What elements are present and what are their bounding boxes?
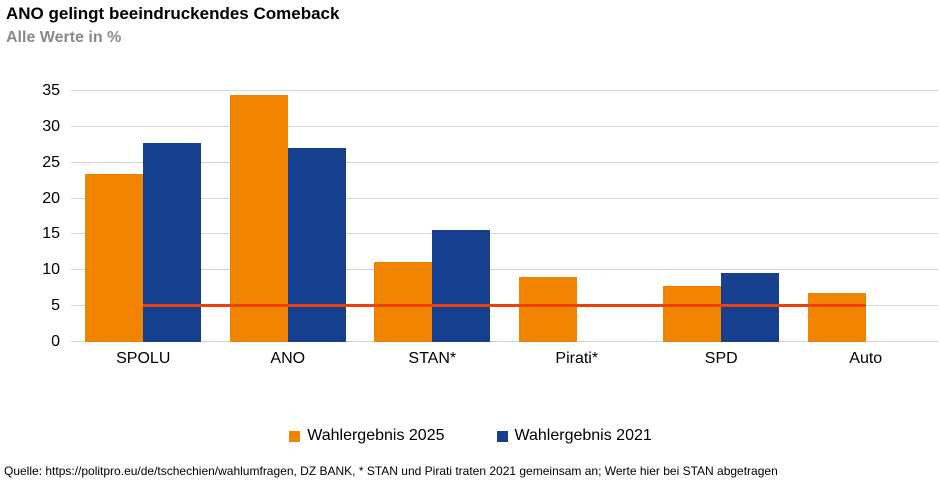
gridline [71, 269, 938, 271]
y-axis-tick-label: 10 [42, 261, 60, 279]
bar-wahlergebnis-2025-Pirati [518, 277, 577, 342]
bar-wahlergebnis-2021-SPD [721, 273, 780, 342]
y-axis-tick-label: 20 [42, 189, 60, 207]
chart-subtitle: Alle Werte in % [6, 29, 122, 46]
gridline [71, 233, 938, 235]
gridline [71, 125, 938, 127]
x-axis-category-label: SPOLU [116, 350, 171, 367]
plot-area: 0 5 10 15 20 25 30 35 SPOLU ANO STAN* Pirati* SPD Aut… [42, 82, 938, 367]
bar-wahlergebnis-2025-STAN [374, 261, 433, 342]
bar-wahlergebnis-2025-SPOLU [85, 174, 144, 342]
legend: Wahlergebnis 2025 Wahlergebnis 2021 [0, 427, 941, 445]
x-axis-category-label: STAN* [408, 350, 457, 367]
bar-wahlergebnis-2021-STAN [432, 230, 491, 342]
bar-wahlergebnis-2021-ANO [287, 147, 346, 342]
bar-wahlergebnis-2025-SPD [663, 286, 722, 342]
y-axis-tick-label: 35 [42, 82, 60, 99]
legend-item-2021: Wahlergebnis 2021 [496, 427, 652, 445]
y-axis-tick-label: 15 [42, 225, 60, 243]
x-axis-category-label: SPD [704, 350, 738, 367]
x-axis-category-label: Auto [849, 350, 883, 367]
y-axis-tick-label: 0 [51, 333, 60, 350]
x-axis-category-label: ANO [270, 350, 306, 367]
source-note: Quelle: https://politpro.eu/de/tschechie… [4, 464, 778, 478]
gridline [71, 197, 938, 199]
threshold-line [143, 304, 866, 308]
y-axis-tick-label: 25 [42, 153, 60, 171]
bar-wahlergebnis-2021-SPOLU [143, 142, 202, 342]
y-axis-tick-label: 5 [51, 297, 60, 315]
legend-label-2021: Wahlergebnis 2021 [514, 427, 652, 444]
legend-label-2025: Wahlergebnis 2025 [307, 427, 445, 444]
bar-wahlergebnis-2025-Auto [807, 293, 866, 342]
legend-swatch-2021-icon [496, 430, 508, 442]
gridline [71, 161, 938, 163]
legend-swatch-2025-icon [289, 430, 301, 442]
chart-title: ANO gelingt beeindruckendes Comeback [6, 4, 340, 23]
bar-wahlergebnis-2025-ANO [229, 94, 288, 342]
x-axis-category-label: Pirati* [555, 350, 599, 367]
y-axis-tick-label: 30 [42, 117, 60, 135]
gridline [71, 90, 938, 91]
legend-item-2025: Wahlergebnis 2025 [289, 427, 445, 445]
gridline [71, 341, 938, 342]
